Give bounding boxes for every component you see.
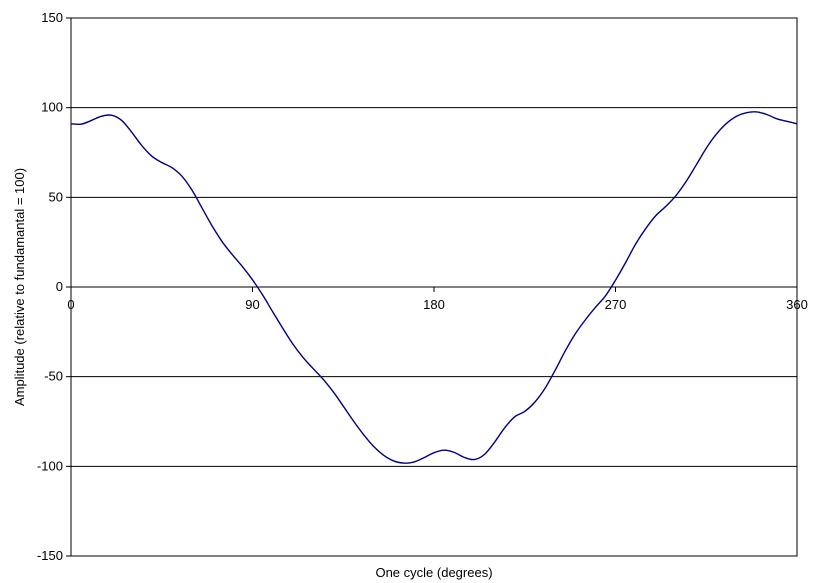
y-tick-label: 150 xyxy=(41,10,63,25)
y-tick-label: 100 xyxy=(41,100,63,115)
x-axis-title: One cycle (degrees) xyxy=(375,565,492,580)
y-axis-title: Amplitude (relative to fundamantal = 100… xyxy=(12,168,27,406)
x-tick-label: 90 xyxy=(245,297,259,312)
series-line xyxy=(70,111,798,464)
y-tick-label: 50 xyxy=(49,189,63,204)
x-tick-label: 180 xyxy=(423,297,445,312)
x-tick-label: 0 xyxy=(67,297,74,312)
y-tick-label: -50 xyxy=(44,369,63,384)
x-tick-label: 360 xyxy=(786,297,808,312)
y-tick-label: -100 xyxy=(37,458,63,473)
y-tick-label: -150 xyxy=(37,548,63,563)
x-axis-ticks: 0 90 180 270 360 xyxy=(67,287,808,312)
x-tick-label: 270 xyxy=(605,297,627,312)
y-tick-label: 0 xyxy=(56,279,63,294)
y-axis-ticks: 150 100 50 0 -50 -100 -150 xyxy=(37,10,71,563)
